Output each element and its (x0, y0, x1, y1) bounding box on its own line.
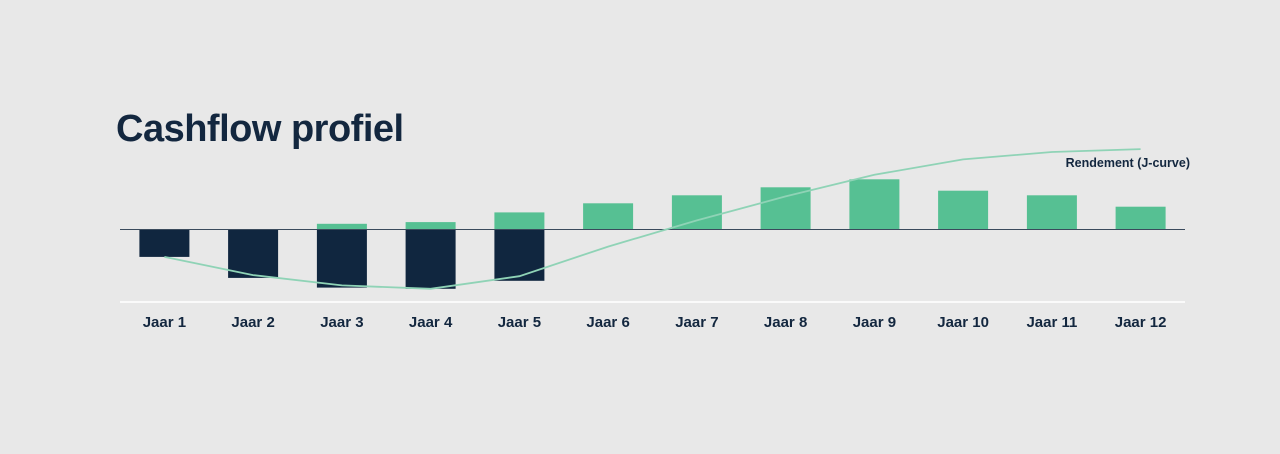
x-tick-label: Jaar 1 (143, 314, 186, 331)
x-tick-label: Jaar 5 (498, 314, 541, 331)
chart-title: Cashflow profiel (116, 108, 404, 150)
x-tick-label: Jaar 12 (1115, 314, 1167, 331)
positive-bar-9 (849, 179, 900, 230)
positive-bar-7 (671, 195, 722, 230)
negative-bar-2 (228, 229, 279, 278)
positive-bar-3 (316, 223, 367, 230)
positive-bar-10 (938, 190, 989, 230)
bars-group (139, 179, 1166, 289)
negative-bar-5 (494, 229, 545, 281)
x-tick-label: Jaar 8 (764, 314, 807, 331)
x-tick-label: Jaar 4 (409, 314, 453, 331)
x-tick-label: Jaar 9 (853, 314, 896, 331)
positive-bar-4 (405, 222, 456, 230)
x-tick-label: Jaar 2 (231, 314, 274, 331)
positive-bar-5 (494, 212, 545, 230)
positive-bar-6 (583, 203, 634, 230)
negative-bar-3 (316, 229, 367, 288)
x-tick-label: Jaar 7 (675, 314, 718, 331)
negative-bar-1 (139, 229, 190, 257)
positive-bar-8 (760, 187, 811, 230)
x-tick-label: Jaar 3 (320, 314, 363, 331)
x-tick-label: Jaar 6 (586, 314, 629, 331)
x-tick-label: Jaar 10 (937, 314, 989, 331)
positive-bar-11 (1026, 195, 1077, 230)
j-curve-label: Rendement (J-curve) (1066, 156, 1190, 170)
x-tick-label: Jaar 11 (1026, 314, 1077, 331)
x-axis-ticks: Jaar 1 Jaar 2 Jaar 3 Jaar 4 Jaar 5 Jaar 6 Jaar… (143, 314, 1167, 331)
j-curve-line (164, 148, 1141, 290)
negative-bar-4 (405, 229, 456, 289)
positive-bar-12 (1115, 206, 1166, 230)
